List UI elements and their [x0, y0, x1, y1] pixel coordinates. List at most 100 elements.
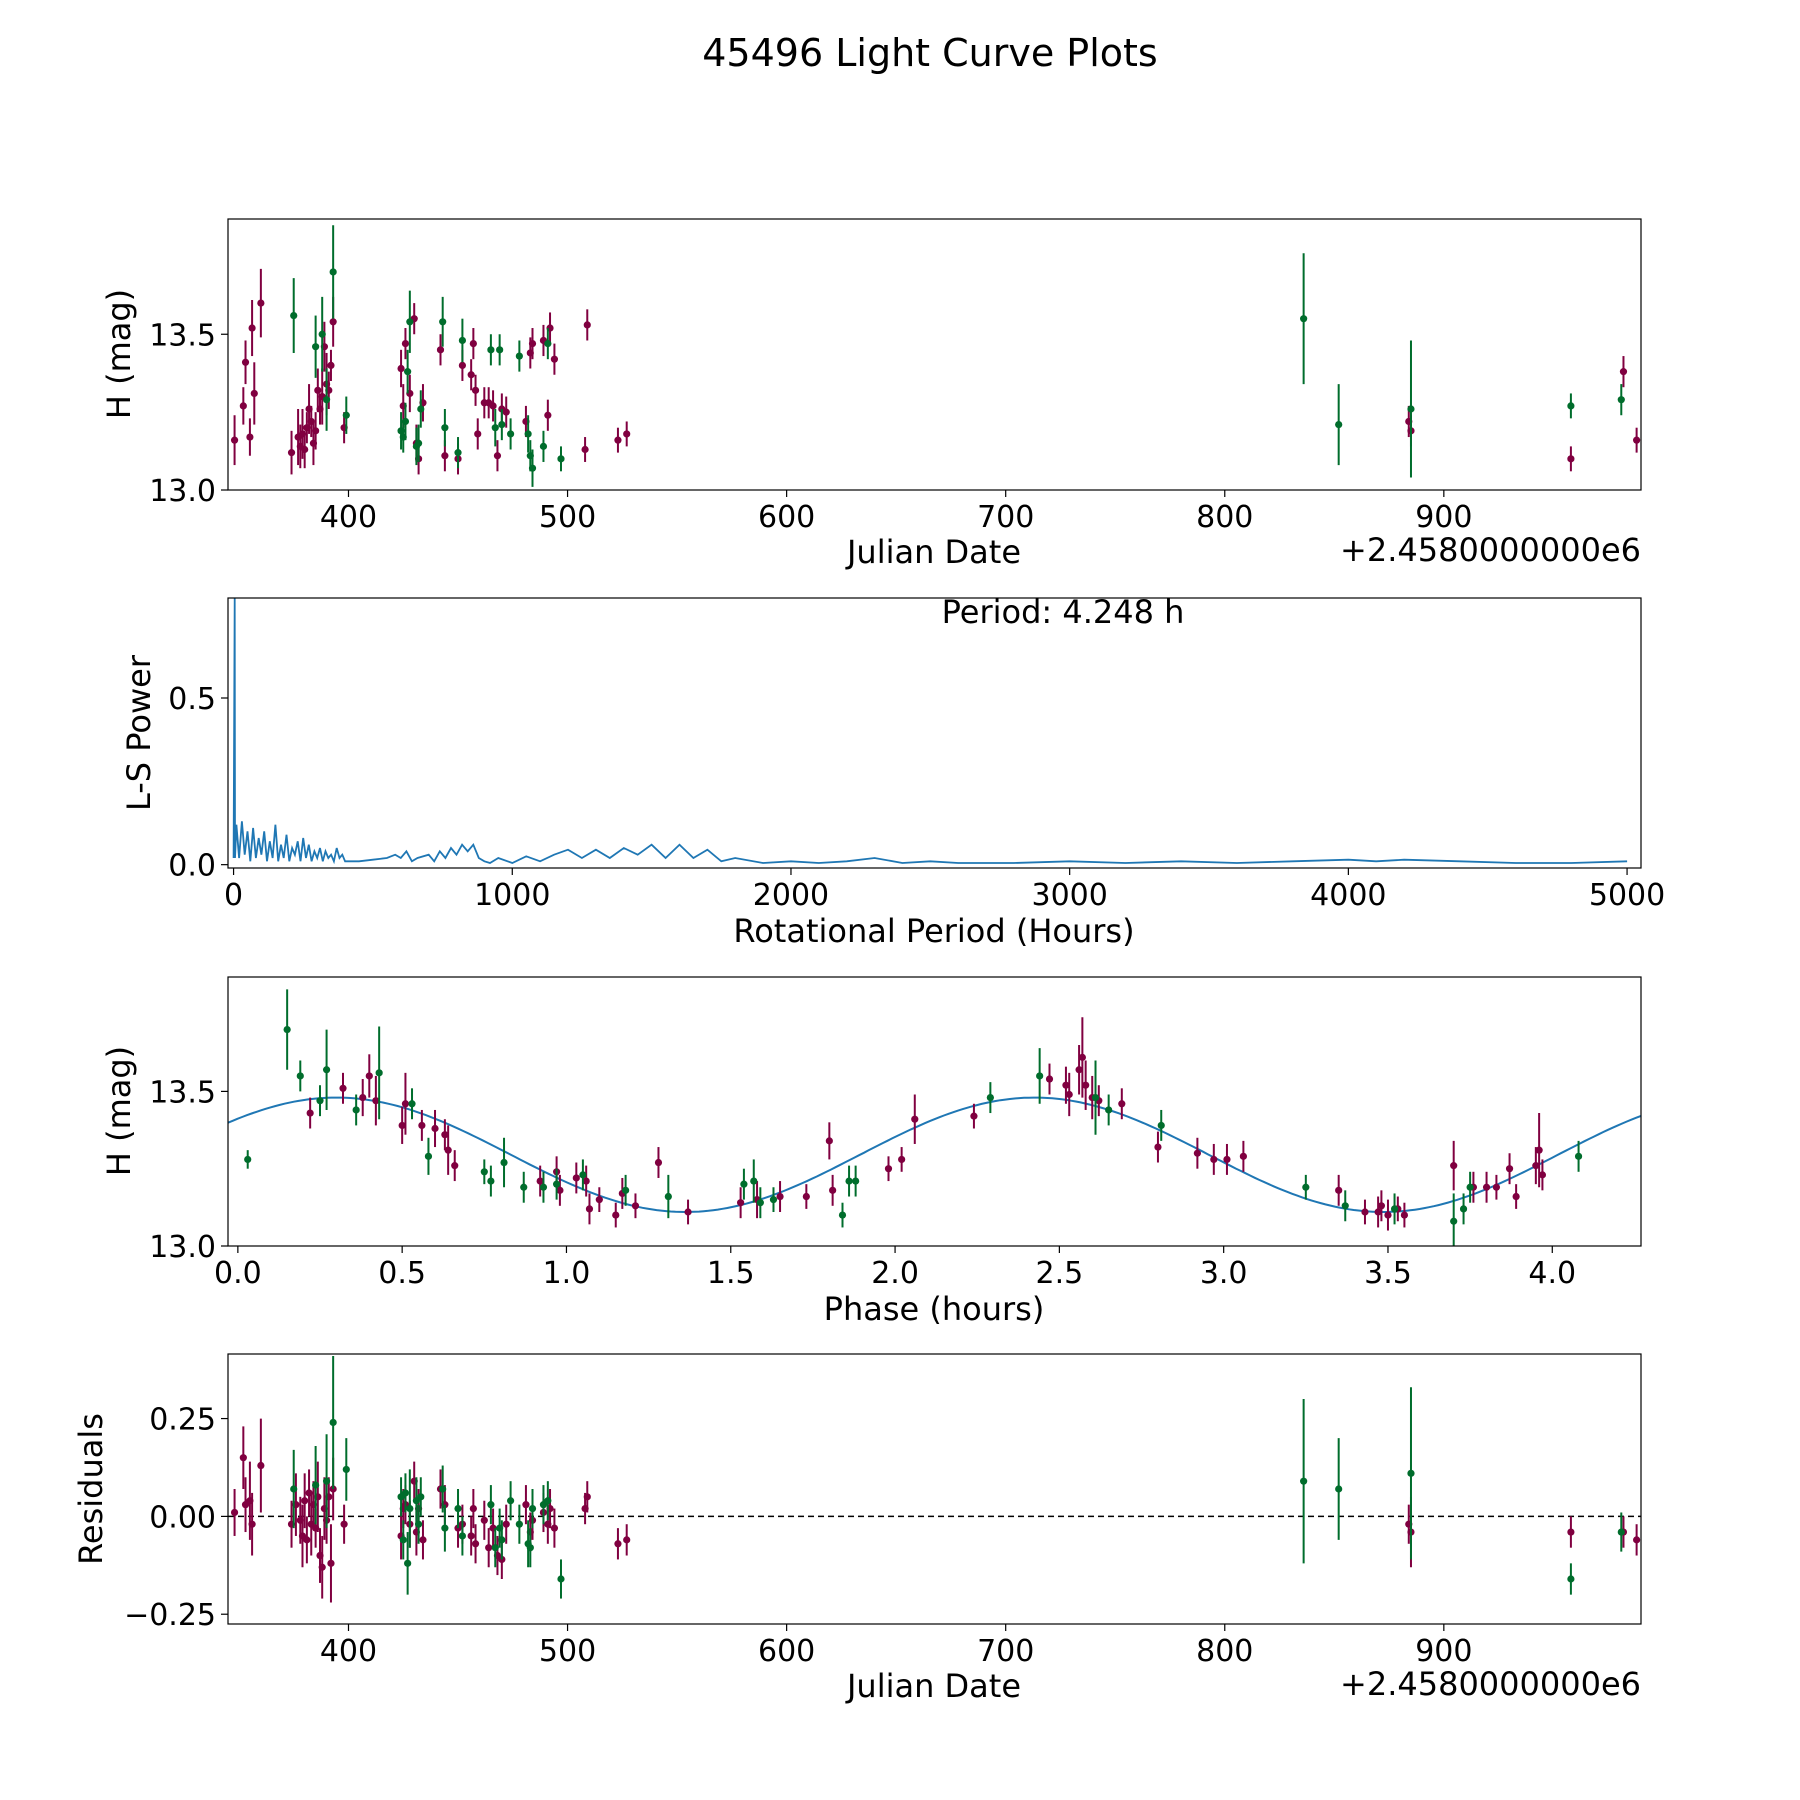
phase-fold-band-1-point: [911, 1115, 919, 1123]
residuals-band-2-point: [406, 1504, 414, 1513]
phase-fold-band-1-point: [444, 1146, 452, 1154]
light-curve-xtick-label: 500: [539, 500, 596, 535]
phase-fold-band-2-point: [352, 1106, 360, 1114]
phase-fold-band-1-point: [339, 1084, 347, 1092]
phase-fold-xtick-label: 2.5: [1036, 1256, 1084, 1291]
light-curve-band-1-point: [314, 386, 322, 394]
phase-fold-xtick-label: 0.5: [378, 1256, 426, 1291]
light-curve-band-2-point: [401, 417, 410, 426]
light-curve-ticks: 400 500 600 700 800 900 13.0 13.5: [149, 318, 1472, 535]
residuals-band-2-point: [1407, 1469, 1415, 1477]
phase-fold-band-1-point: [1075, 1066, 1083, 1074]
phase-fold-band-1-point: [595, 1196, 603, 1204]
light-curve-band-1-point: [327, 361, 335, 370]
light-curve-band-2-point: [507, 430, 515, 438]
periodogram-frame: [227, 597, 1642, 869]
light-curve-band-1-point: [230, 436, 239, 444]
phase-fold-band-1-point: [802, 1192, 810, 1201]
panel-phase-fold: 0.0 0.5 1.0 1.5 2.0 2.5 3.0 3.5 4.0 13.0 13.5 H (m…: [100, 976, 1642, 1328]
residuals-band-1-point: [230, 1508, 239, 1517]
phase-fold-xlabel: Phase (hours): [824, 1290, 1045, 1328]
residuals-band-1-point: [469, 1504, 477, 1513]
phase-fold-band-2-point: [296, 1072, 304, 1080]
phase-fold-band-1-point: [884, 1165, 893, 1173]
residuals-ytick-label: −0.25: [124, 1598, 216, 1633]
figure-title: 45496 Light Curve Plots: [702, 31, 1157, 75]
light-curve-band-2-point: [290, 311, 298, 320]
phase-fold-band-2-point: [579, 1171, 587, 1179]
phase-fold-band-1-point: [737, 1199, 745, 1207]
phase-fold-band-2-point: [1302, 1183, 1310, 1191]
phase-fold-band-2-point: [1091, 1093, 1100, 1102]
light-curve-band-2-point: [406, 318, 414, 326]
residuals-band-2-point: [491, 1544, 499, 1552]
light-curve-band-2-point: [487, 346, 495, 354]
residuals-band-2-point: [487, 1501, 495, 1509]
residuals-band-2-point: [557, 1575, 565, 1583]
phase-fold-band-1-point: [898, 1155, 906, 1164]
residuals-xtick-label: 500: [539, 1634, 596, 1669]
phase-fold-band-1-point: [1538, 1171, 1547, 1179]
light-curve-band-1-point: [401, 339, 410, 348]
light-curve-band-1-point: [581, 445, 589, 454]
light-curve-band-2-point: [496, 346, 504, 354]
residuals-offset-label: +2.4580000000e6: [1340, 1665, 1641, 1703]
periodogram-xtick-label: 0: [224, 878, 243, 913]
phase-fold-band-1-point: [582, 1177, 590, 1185]
phase-fold-band-1-point: [1400, 1211, 1409, 1219]
light-curve-band-1-point: [250, 389, 258, 398]
periodogram-xtick-label: 5000: [1589, 878, 1665, 913]
residuals-band-2-point: [441, 1524, 449, 1532]
phase-fold-band-2-point: [480, 1168, 488, 1176]
phase-fold-band-2-point: [1036, 1072, 1044, 1080]
residuals-ytick-label: 0.25: [149, 1403, 216, 1438]
light-curve-xtick-label: 600: [758, 500, 815, 535]
light-curve-band-2-point: [342, 411, 350, 419]
phase-fold-frame: [227, 976, 1642, 1247]
phase-fold-band-1-point: [1210, 1155, 1218, 1164]
phase-fold-band-2-point: [553, 1180, 561, 1188]
residuals-band-1-point: [471, 1540, 480, 1548]
phase-fold-band-2-point: [756, 1199, 764, 1207]
phase-fold-band-2-point: [664, 1192, 672, 1201]
residuals-ylabel: Residuals: [72, 1413, 110, 1565]
phase-fold-band-1-point: [1374, 1208, 1382, 1216]
light-curve-band-1-point: [474, 430, 482, 438]
residuals-band-1-point: [301, 1497, 309, 1505]
phase-fold-band-1-point: [372, 1097, 380, 1105]
light-curve-xtick-label: 400: [320, 500, 377, 535]
phase-fold-model-curve: [228, 1096, 1641, 1214]
light-curve-band-2-point: [515, 352, 523, 360]
phase-fold-band-2-point: [838, 1211, 847, 1219]
light-curve-band-1-point: [550, 355, 559, 363]
light-curve-band-2-point: [524, 430, 532, 438]
residuals-band-2-point: [507, 1497, 515, 1505]
light-curve-band-2-point: [528, 464, 537, 472]
phase-fold-band-1-point: [1062, 1081, 1070, 1089]
phase-fold-band-1-point: [1154, 1143, 1162, 1151]
phase-fold-band-2-point: [750, 1177, 758, 1185]
periodogram-xtick-label: 3000: [1031, 878, 1107, 913]
phase-fold-band-1-point: [556, 1186, 564, 1194]
phase-fold-band-1-point: [1512, 1192, 1520, 1201]
phase-fold-band-2-point: [1574, 1152, 1583, 1160]
phase-fold-band-1-point: [1532, 1162, 1540, 1170]
light-curve-band-2-point: [322, 396, 331, 404]
phase-fold-xtick-label: 4.0: [1528, 1256, 1576, 1291]
phase-fold-band-1-point: [1384, 1211, 1392, 1219]
phase-fold-band-2-point: [424, 1152, 433, 1160]
residuals-band-1-point: [623, 1536, 631, 1544]
phase-fold-band-1-point: [825, 1137, 833, 1145]
light-curve-band-1-point: [246, 433, 254, 441]
phase-fold-band-1-point: [441, 1131, 449, 1139]
light-curve-offset-label: +2.4580000000e6: [1340, 531, 1641, 569]
light-curve-band-1-point: [528, 339, 537, 348]
light-curve-marks: [230, 225, 1641, 487]
panel-residuals: 400 500 600 700 800 900 −0.25 0.00 0.25 Residual…: [72, 1353, 1642, 1705]
residuals-frame: [227, 1353, 1642, 1625]
phase-fold-band-1-point: [1535, 1146, 1543, 1154]
light-curve-band-1-point: [1633, 436, 1641, 444]
residuals-xtick-label: 700: [977, 1634, 1034, 1669]
residuals-band-2-point: [454, 1504, 462, 1513]
phase-fold-band-1-point: [1223, 1155, 1231, 1164]
